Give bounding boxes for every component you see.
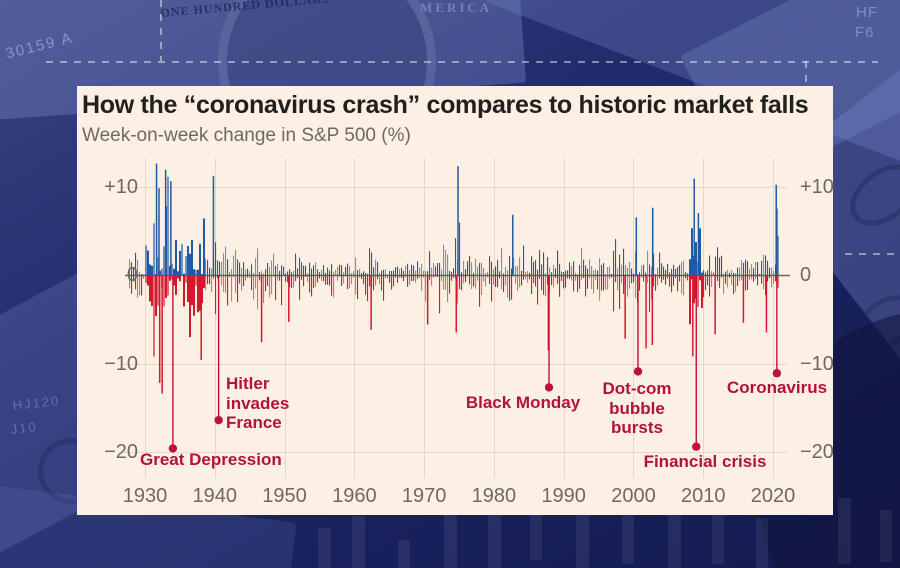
y-tick-label: 0 [126, 264, 138, 286]
candlestick-bar [880, 510, 892, 562]
bill-text: F6 [855, 24, 875, 41]
candlestick-bar [712, 506, 724, 564]
candlestick-bar [622, 508, 634, 564]
crop-mark-line [805, 61, 807, 85]
annotation-great-depression: Great Depression [140, 450, 282, 469]
x-tick-label: 1940 [192, 485, 238, 507]
candlestick-bar [444, 506, 457, 568]
candlestick-bar [318, 528, 331, 568]
x-tick-label: 1950 [262, 485, 307, 507]
y-tick-label: −10 [800, 352, 834, 375]
y-tick-label: 0 [800, 264, 812, 286]
crop-mark-line [46, 61, 878, 63]
annotation-financial-crisis: Financial crisis [643, 452, 767, 471]
candlestick-bar [838, 498, 851, 564]
x-tick-label: 1970 [401, 485, 447, 507]
chart-panel: How the “coronavirus crash” compares to … [77, 86, 834, 515]
x-tick-label: 2020 [750, 485, 796, 507]
y-tick-label: −20 [104, 441, 138, 463]
y-tick-label: −20 [800, 441, 834, 463]
x-tick-label: 1990 [541, 485, 586, 507]
candlestick-bar [398, 540, 410, 568]
chart-title: How the “coronavirus crash” compares to … [82, 91, 809, 119]
sp500-weekly-change-chart [77, 86, 833, 515]
x-tick-label: 1930 [122, 485, 168, 507]
x-tick-label: 1980 [471, 485, 517, 507]
bill-text: HF [856, 4, 878, 21]
annotation-dot-com-bubble: Dot-com bubble bursts [602, 379, 672, 437]
candlestick-bar [352, 516, 365, 568]
annotation-coronavirus: Coronavirus [726, 378, 828, 397]
x-tick-label: 1960 [332, 485, 377, 507]
candlestick-bar [530, 500, 542, 560]
y-tick-label: −10 [104, 352, 138, 375]
x-tick-label: 2010 [680, 485, 726, 507]
candlestick-bar [756, 518, 768, 568]
chart-subtitle: Week-on-week change in S&P 500 (%) [82, 125, 411, 146]
x-tick-label: 2000 [611, 485, 656, 507]
bill-text: J10 [10, 419, 39, 437]
bill-text: MERICA [420, 0, 493, 15]
y-tick-label: +10 [800, 175, 834, 198]
crop-mark-line [845, 253, 900, 255]
annotation-hitler-invades-france: Hitler invades France [226, 374, 290, 432]
crop-mark-line [160, 0, 162, 61]
y-tick-label: +10 [104, 175, 138, 198]
annotation-black-monday: Black Monday [465, 393, 581, 412]
